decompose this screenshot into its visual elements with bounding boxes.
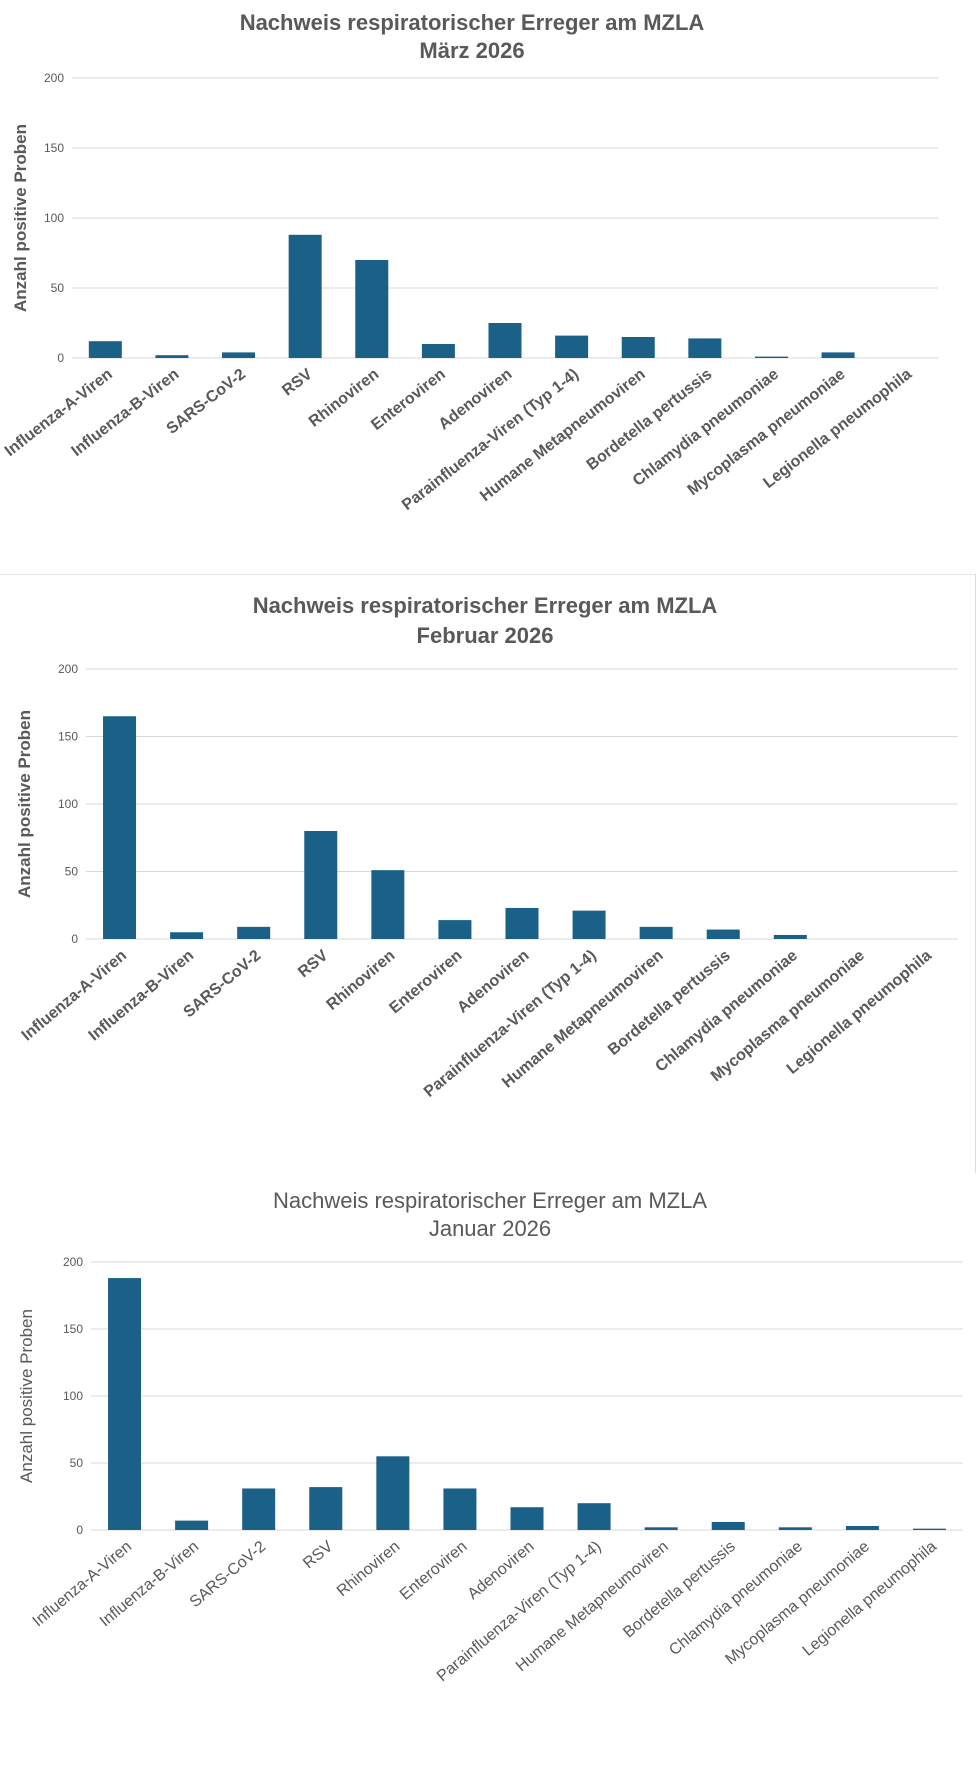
y-tick-label: 0 <box>76 1523 83 1537</box>
bar-6 <box>510 1507 544 1530</box>
y-tick-label: 50 <box>70 1456 84 1470</box>
bar-8 <box>644 1527 678 1530</box>
bar-1 <box>175 1520 209 1530</box>
chart-title-line1: Nachweis respiratorischer Erreger am MZL… <box>253 593 718 618</box>
x-tick-label: Enteroviren <box>386 947 465 1017</box>
bar-12 <box>912 1528 946 1530</box>
bar-7 <box>572 910 606 939</box>
y-tick-label: 200 <box>63 1255 83 1269</box>
chart-januar: Nachweis respiratorischer Erreger am MZL… <box>17 1188 963 1685</box>
chart-title-line1: Nachweis respiratorischer Erreger am MZL… <box>273 1188 707 1213</box>
y-tick-label: 100 <box>44 211 64 225</box>
y-tick-label: 50 <box>65 865 79 879</box>
bar-0 <box>88 341 122 358</box>
y-axis-label: Anzahl positive Proben <box>17 1309 36 1483</box>
bar-6 <box>505 907 539 939</box>
y-tick-label: 50 <box>51 281 65 295</box>
chart-panel-maerz: Nachweis respiratorischer Erreger am MZL… <box>0 0 980 574</box>
y-tick-label: 0 <box>57 351 64 365</box>
y-tick-label: 100 <box>58 797 78 811</box>
chart-title-line2: Februar 2026 <box>417 623 554 648</box>
bar-0 <box>108 1278 142 1530</box>
x-tick-label: Enteroviren <box>397 1538 471 1604</box>
y-tick-label: 200 <box>44 71 64 85</box>
y-tick-label: 150 <box>63 1322 83 1336</box>
x-tick-label: Influenza-B-Viren <box>68 366 182 460</box>
bar-8 <box>621 337 655 358</box>
bar-9 <box>711 1521 745 1530</box>
chart-februar: Nachweis respiratorischer Erreger am MZL… <box>15 593 958 1101</box>
x-tick-label: Influenza-A-Viren <box>2 366 116 460</box>
bar-5 <box>421 344 455 358</box>
chart-panel-januar: Nachweis respiratorischer Erreger am MZL… <box>0 1178 980 1768</box>
chart-panel-februar: Nachweis respiratorischer Erreger am MZL… <box>0 574 976 1173</box>
y-axis-label: Anzahl positive Proben <box>15 710 34 898</box>
bar-8 <box>639 926 673 939</box>
bar-3 <box>288 234 322 358</box>
bar-10 <box>773 934 807 939</box>
x-tick-label: Legionella pneumophila <box>800 1538 940 1660</box>
y-tick-label: 150 <box>58 730 78 744</box>
x-tick-label: RSV <box>300 1538 336 1572</box>
x-tick-label: Bordetella pertussis <box>620 1538 739 1641</box>
x-tick-label: Chlamydia pneumoniae <box>666 1538 806 1659</box>
bar-3 <box>309 1487 343 1530</box>
x-tick-label: Bordetella pertussis <box>584 366 716 474</box>
chart-title-line2: März 2026 <box>419 38 524 63</box>
bar-6 <box>488 323 522 358</box>
bar-11 <box>821 352 855 358</box>
x-tick-label: Rhinoviren <box>334 1538 404 1600</box>
bar-1 <box>155 355 189 358</box>
bar-10 <box>754 356 788 358</box>
bar-2 <box>222 352 256 358</box>
bar-4 <box>355 260 389 358</box>
bar-1 <box>170 932 204 939</box>
chart-title-line2: Januar 2026 <box>429 1216 551 1241</box>
x-tick-label: Enteroviren <box>368 366 449 434</box>
bar-9 <box>688 338 722 358</box>
bar-5 <box>438 920 472 939</box>
x-tick-label: RSV <box>279 366 316 400</box>
bar-0 <box>103 716 137 939</box>
bar-10 <box>778 1527 812 1530</box>
y-tick-label: 200 <box>58 662 78 676</box>
bar-2 <box>237 926 271 939</box>
bar-5 <box>443 1488 477 1530</box>
bar-9 <box>706 929 740 939</box>
y-tick-label: 0 <box>71 932 78 946</box>
bar-7 <box>555 335 589 358</box>
chart-title-line1: Nachweis respiratorischer Erreger am MZL… <box>240 10 705 35</box>
bar-4 <box>376 1456 410 1530</box>
bar-4 <box>371 870 405 939</box>
bar-11 <box>845 1525 879 1530</box>
y-axis-label: Anzahl positive Proben <box>11 124 30 312</box>
y-tick-label: 150 <box>44 141 64 155</box>
chart-maerz: Nachweis respiratorischer Erreger am MZL… <box>2 10 938 514</box>
y-tick-label: 100 <box>63 1389 83 1403</box>
x-tick-label: RSV <box>295 947 331 981</box>
x-tick-label: Bordetella pertussis <box>605 947 734 1059</box>
bar-2 <box>242 1488 276 1530</box>
bar-7 <box>577 1503 611 1530</box>
bar-3 <box>304 831 338 939</box>
